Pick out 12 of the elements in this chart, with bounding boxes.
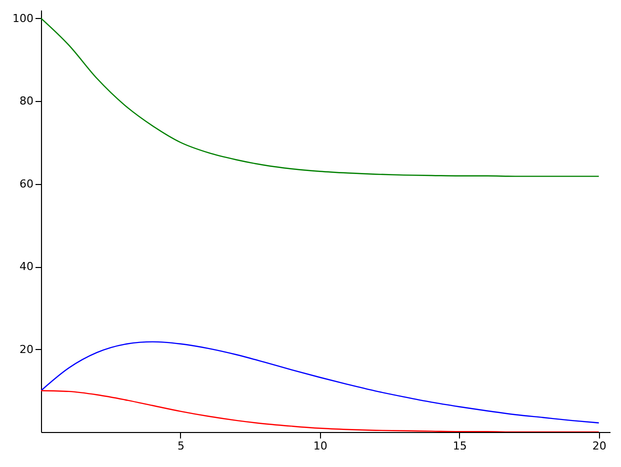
- y-tick-label: 40: [20, 260, 34, 274]
- x-tick-label: 5: [177, 440, 184, 452]
- x-tick-label: 10: [313, 440, 328, 452]
- x-tick-label: 15: [452, 440, 467, 452]
- x-tick-label: 20: [592, 440, 606, 452]
- y-tick-label: 80: [20, 94, 34, 108]
- y-tick-label: 60: [20, 177, 34, 190]
- line-series: [41, 390, 600, 432]
- y-tick-label: 20: [20, 342, 34, 356]
- line-series: [41, 18, 600, 177]
- y-tick-label: 100: [12, 12, 34, 25]
- line-series: [41, 341, 600, 424]
